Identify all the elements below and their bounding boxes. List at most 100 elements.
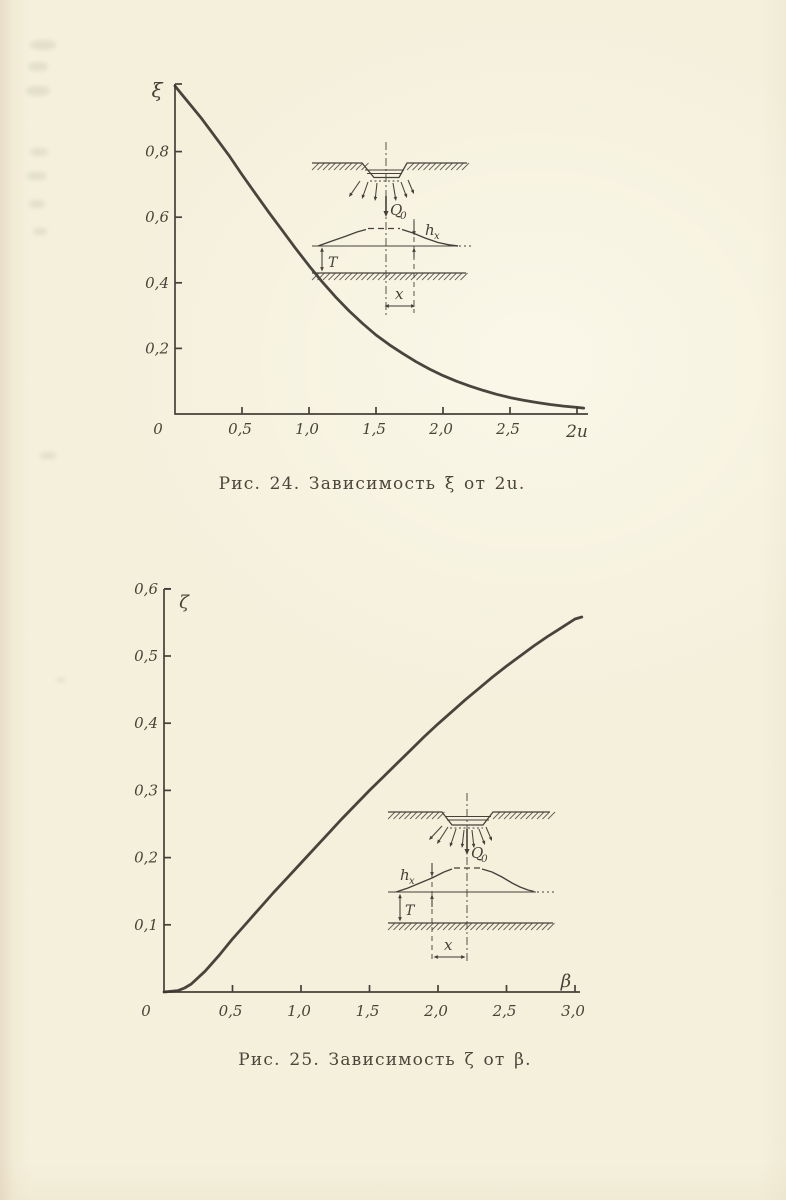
seepage-arrow	[374, 182, 378, 199]
y-tick-label: 0,1	[134, 916, 158, 934]
head-down-arrow-head	[412, 231, 416, 236]
depth-arrow-down-head	[398, 917, 402, 922]
data-curve	[162, 615, 584, 994]
impermeable-hatch	[497, 922, 506, 931]
impermeable-hatch	[410, 272, 419, 281]
head-up-arrow-head	[412, 247, 416, 252]
ground-hatch	[434, 162, 442, 171]
axes	[174, 84, 588, 415]
page-bleed-mark	[28, 62, 48, 71]
x-tick-label: 1,5	[362, 420, 386, 438]
impermeable-hatch	[492, 922, 500, 931]
page-bleed-mark	[27, 172, 47, 180]
y-tick-label: 0,4	[134, 714, 158, 732]
seepage-arrow-head	[373, 196, 378, 201]
impermeable-hatch	[405, 272, 413, 281]
fig24-inset-depth-label: T	[328, 255, 339, 271]
y-tick-label: 0,6	[134, 580, 158, 598]
ground-hatch	[322, 162, 331, 171]
y-tick-label: 0,5	[134, 647, 158, 665]
impermeable-hatch	[333, 272, 342, 281]
ground-hatch	[536, 811, 545, 820]
seepage-arrow	[362, 181, 369, 197]
ground-hatch	[514, 811, 523, 820]
ground-hatch	[531, 811, 539, 820]
impermeable-hatch	[339, 272, 347, 281]
ground-hatch	[415, 811, 423, 820]
recharge-flow-arrow-head	[383, 211, 389, 217]
impermeable-hatch	[372, 272, 380, 281]
seepage-arrow	[485, 826, 492, 839]
fig24-inset-head-label: h	[425, 221, 435, 239]
impermeable-hatch	[443, 272, 452, 281]
page-bleed-mark	[33, 228, 47, 235]
y-tick-label: 0,2	[134, 849, 158, 867]
impermeable-hatch	[519, 922, 528, 931]
y-tick-label: 0,8	[145, 143, 169, 161]
depth-arrow-up-head	[398, 893, 402, 899]
impermeable-hatch	[460, 272, 468, 281]
ground-hatch	[426, 811, 434, 820]
figure-25-plot: 0,1 0,2 0,3 0,4 0,5 0,6 0,5 1,0 1,5 2,0 2,5 3,0 0	[134, 580, 585, 1020]
impermeable-hatch	[393, 922, 401, 931]
seepage-arrow	[349, 180, 361, 196]
fig24-inset-distance-label: x	[395, 285, 404, 303]
axes	[163, 589, 580, 993]
fig24-caption: Рис. 24. Зависимость ξ от 2u.	[218, 474, 526, 494]
impermeable-hatch	[366, 272, 375, 281]
page-bleed-mark	[40, 452, 56, 459]
impermeable-hatch	[387, 922, 396, 931]
ground-hatch	[344, 162, 353, 171]
page-bleed-mark	[26, 86, 50, 96]
ground-hatch	[333, 162, 342, 171]
ground-hatch	[445, 162, 453, 171]
mound-left-flank	[395, 868, 453, 893]
ground-hatch	[328, 162, 336, 171]
seepage-arrow-head	[449, 842, 454, 847]
impermeable-hatch	[409, 922, 418, 931]
x-tick-label: 0,5	[219, 1002, 243, 1020]
mound-right-flank	[481, 868, 535, 893]
y-tick-label: 0,2	[145, 339, 169, 357]
page-bleed-mark	[29, 200, 45, 208]
seepage-arrow-head	[410, 189, 414, 194]
ground-hatch	[355, 162, 364, 171]
ground-hatch	[503, 811, 512, 820]
distance-arrow-head	[384, 304, 389, 308]
x-tick-label: 1,5	[356, 1002, 380, 1020]
seepage-arrow	[400, 181, 407, 196]
ground-hatch	[450, 162, 459, 171]
seepage-arrow	[430, 825, 443, 839]
fig25-caption: Рис. 25. Зависимость ζ от β.	[238, 1050, 532, 1070]
impermeable-hatch	[470, 922, 478, 931]
impermeable-hatch	[426, 922, 434, 931]
ground-hatch	[428, 162, 437, 171]
ground-hatch	[409, 811, 418, 820]
figure-24-plot: 0,2 0,4 0,6 0,8 0,5 1,0 1,5 2,0 2,5 0	[145, 83, 588, 438]
impermeable-hatch	[427, 272, 435, 281]
ground-hatch	[525, 811, 534, 820]
ground-hatch	[339, 162, 347, 171]
y-tick-label: 0,4	[145, 274, 169, 292]
head-up-arrow-head	[430, 894, 434, 899]
seepage-arrow	[478, 828, 485, 843]
seepage-arrow-head	[361, 194, 366, 199]
ground-hatch	[387, 811, 396, 820]
fig24-y-axis-label: ξ	[151, 78, 163, 102]
impermeable-hatch	[503, 922, 511, 931]
ground-hatch	[406, 162, 415, 171]
seepage-arrow-head	[403, 193, 408, 198]
seepage-arrow-head	[488, 836, 492, 841]
impermeable-hatch	[486, 922, 495, 931]
x-tick-label: 2,5	[495, 420, 520, 438]
impermeable-hatch	[442, 922, 451, 931]
ground-hatch	[417, 162, 426, 171]
impermeable-hatch	[344, 272, 353, 281]
fig25-y-axis-label: ζ	[179, 592, 190, 613]
page-bleed-mark	[30, 148, 48, 156]
seepage-arrow	[407, 179, 414, 192]
impermeable-hatch	[508, 922, 517, 931]
fig25-inset-depth-label: T	[405, 903, 416, 919]
